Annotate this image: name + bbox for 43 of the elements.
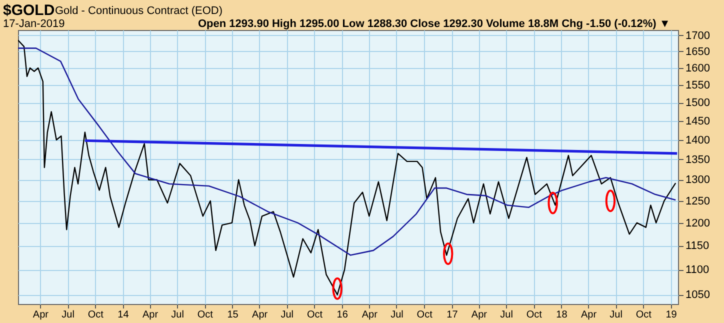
x-tick-label: Jul — [280, 310, 294, 320]
y-tick-label: 1650 — [686, 46, 710, 58]
x-tick-label: Apr — [142, 310, 159, 320]
x-tick-label: Jul — [62, 310, 74, 320]
x-tick-label: Oct — [636, 310, 652, 320]
y-tick-label: 1400 — [686, 134, 710, 146]
y-tick-label: 1050 — [686, 289, 710, 302]
x-tick-label: Oct — [88, 310, 104, 320]
y-tick-label: 1100 — [686, 264, 710, 276]
x-tick-label: 14 — [118, 310, 130, 320]
y-tick-label: 1350 — [686, 154, 710, 166]
text: 17-Jan-2019 — [3, 18, 65, 30]
y-tick-label: 1250 — [686, 195, 710, 208]
x-tick-label: Oct — [526, 310, 542, 320]
x-tick-label: 15 — [227, 310, 239, 320]
chart-title: $GOLD — [3, 2, 55, 19]
x-tick-label: Oct — [197, 310, 214, 320]
x-tick-label: 16 — [336, 310, 348, 320]
y-tick-label: 1550 — [686, 80, 710, 92]
x-tick-label: Jul — [610, 310, 622, 320]
y-tick-label: 1150 — [686, 240, 710, 252]
y-tick-label: 1200 — [686, 217, 710, 230]
chart-subtitle: Gold - Continuous Contract (EOD) — [55, 5, 223, 17]
y-tick-label: 1700 — [686, 30, 710, 42]
line-series — [18, 48, 676, 256]
text: Open 1293.90 High 1295.00 Low 1288.30 Close 1292.30 Volume 18.8M Chg -1.50 (-0.12%) ▼ — [198, 18, 670, 30]
x-tick-label: Apr — [252, 310, 268, 320]
x-tick-label: Oct — [416, 310, 433, 320]
x-tick-label: 17 — [446, 310, 458, 320]
y-tick-label: 1300 — [686, 174, 710, 186]
x-tick-label: Jul — [171, 310, 184, 320]
y-tick-label: 1450 — [686, 115, 710, 128]
x-tick-label: Apr — [362, 310, 378, 320]
x-tick-label: Jul — [390, 310, 404, 320]
y-tick-label: 1600 — [686, 62, 710, 74]
x-tick-label: Apr — [471, 310, 488, 320]
x-tick-label: Apr — [32, 310, 50, 320]
x-tick-label: 19 — [666, 310, 678, 320]
x-tick-label: 18 — [556, 310, 568, 320]
x-tick-label: Oct — [306, 310, 323, 320]
y-tick-label: 1500 — [686, 97, 710, 110]
x-tick-label: Jul — [500, 310, 513, 320]
x-tick-label: Apr — [580, 310, 598, 320]
